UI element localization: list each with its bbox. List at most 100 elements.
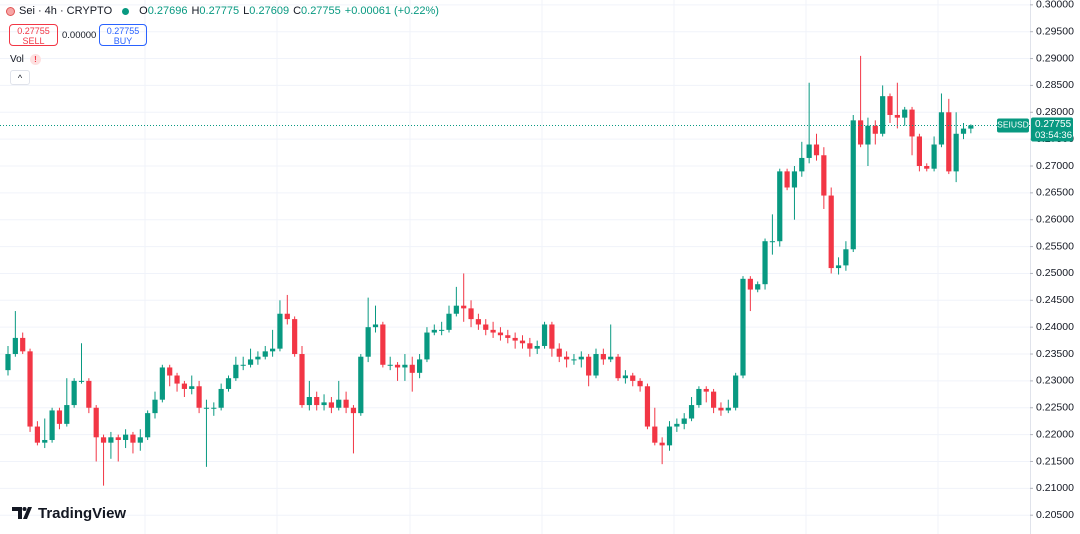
candle-body xyxy=(71,380,77,406)
candle-body xyxy=(262,351,268,357)
candle-body xyxy=(277,313,283,349)
candle-body xyxy=(439,329,445,331)
symbol-icon xyxy=(6,6,15,16)
candle-body xyxy=(358,356,364,414)
candle-body xyxy=(123,434,129,440)
candle-body xyxy=(78,380,85,382)
candle-body xyxy=(711,391,717,408)
candle-body xyxy=(321,402,327,406)
y-tick-label: 0.22500 xyxy=(1036,402,1074,414)
candle-body xyxy=(630,375,636,381)
candles xyxy=(5,55,974,486)
candle-body xyxy=(189,386,195,389)
collapse-button[interactable]: ^ xyxy=(10,70,30,85)
candle-body xyxy=(233,364,239,379)
candle-body xyxy=(152,399,158,414)
change: +0.00061 (+0.22%) xyxy=(344,5,439,17)
candle-body xyxy=(27,351,33,427)
y-tick-label: 0.23500 xyxy=(1036,348,1074,360)
candle-body xyxy=(461,305,467,309)
candle-body xyxy=(946,112,952,172)
candle-body xyxy=(12,337,18,355)
candle-body xyxy=(960,128,967,134)
candle-body xyxy=(909,109,915,137)
candle-body xyxy=(725,407,731,411)
symbol-title: Sei · 4h · CRYPTO xyxy=(19,5,113,17)
candle-body xyxy=(784,171,790,188)
candle-body xyxy=(497,332,504,336)
candle-body xyxy=(902,109,908,118)
buy-button[interactable]: 0.27755 BUY xyxy=(99,24,147,46)
candle-body xyxy=(696,388,702,406)
candle-body xyxy=(799,157,805,172)
prefix: O xyxy=(139,5,148,17)
candle-body xyxy=(916,136,922,167)
y-tick-label: 0.26500 xyxy=(1036,187,1074,199)
countdown-label: 03:54:36 xyxy=(1035,130,1072,141)
y-tick-label: 0.30000 xyxy=(1036,0,1074,11)
candle-body xyxy=(365,327,371,357)
candle-body xyxy=(681,418,687,424)
candle-body xyxy=(872,125,878,134)
candle-body xyxy=(350,407,357,414)
candle-body xyxy=(380,324,386,365)
y-tick-label: 0.24500 xyxy=(1036,294,1074,306)
candle-body xyxy=(218,388,224,408)
candle-body xyxy=(637,380,643,387)
candle-body xyxy=(556,348,562,357)
candle-body xyxy=(769,241,775,243)
candle-body xyxy=(718,407,724,411)
candle-body xyxy=(145,413,151,438)
candle-body xyxy=(137,437,143,443)
candle-body xyxy=(527,343,533,349)
candle-body xyxy=(336,399,342,408)
candle-body xyxy=(100,437,107,443)
candle-body xyxy=(446,313,452,330)
candle-body xyxy=(5,354,11,371)
candle-body xyxy=(505,335,511,338)
candle-body xyxy=(600,354,606,360)
sell-button[interactable]: 0.27755 SELL xyxy=(9,24,58,46)
candle-body xyxy=(196,386,202,408)
ohlc-value: 0.27755 xyxy=(301,5,341,17)
candle-body xyxy=(270,348,276,352)
brand: TradingView xyxy=(38,505,126,522)
buy-label: BUY xyxy=(113,36,133,46)
candle-body xyxy=(688,405,695,419)
candle-body xyxy=(64,405,70,424)
overlay: 0.300000.295000.290000.285000.280000.275… xyxy=(0,0,1074,521)
y-tick-label: 0.22000 xyxy=(1036,428,1074,440)
y-tick-label: 0.21000 xyxy=(1036,482,1074,494)
y-tick-label: 0.28500 xyxy=(1036,79,1074,91)
candle-body xyxy=(880,96,886,134)
candle-body xyxy=(953,133,959,172)
candle-body xyxy=(475,319,481,325)
candle-body xyxy=(534,345,540,349)
candle-body xyxy=(34,426,40,443)
candle-body xyxy=(622,375,628,379)
candle-body xyxy=(747,278,753,290)
candle-body xyxy=(424,332,430,360)
candle-body xyxy=(968,125,974,129)
v-grid xyxy=(144,0,939,534)
candle-body xyxy=(240,364,246,366)
candle-body xyxy=(174,375,180,384)
ohlc: C0.27755 xyxy=(293,5,341,17)
candle-body xyxy=(86,380,92,408)
candle-body xyxy=(644,386,651,427)
candle-body xyxy=(762,241,768,285)
candle-body xyxy=(821,155,827,196)
candle-body xyxy=(740,278,746,376)
y-tick-label: 0.29500 xyxy=(1036,25,1074,37)
volume-label: Vol xyxy=(10,54,24,65)
candle-body xyxy=(733,375,739,408)
candle-body xyxy=(468,308,474,320)
y-tick-label: 0.28000 xyxy=(1036,106,1074,118)
y-tick-label: 0.24000 xyxy=(1036,321,1074,333)
candle-body xyxy=(247,359,254,365)
warning-icon[interactable]: ! xyxy=(29,54,41,65)
y-tick-label: 0.23000 xyxy=(1036,375,1074,387)
ohlc: L0.27609 xyxy=(243,5,289,17)
candle-body xyxy=(791,171,798,188)
prefix: C xyxy=(293,5,302,17)
